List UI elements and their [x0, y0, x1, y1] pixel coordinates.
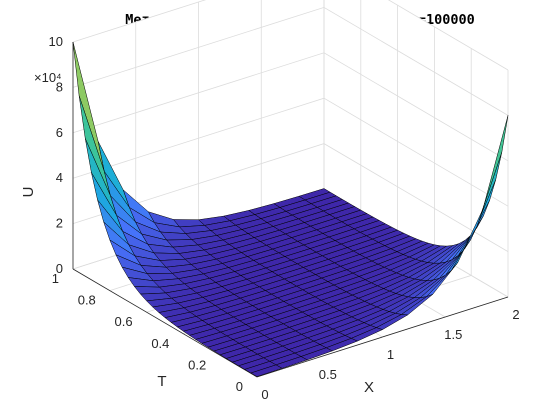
- floor-axis-lines: [72, 268, 509, 378]
- z-exponent-label: ×10⁴: [34, 70, 62, 85]
- t-tick-label: 0.4: [151, 336, 169, 351]
- x-tick-label: 1.5: [444, 327, 462, 342]
- y-axis-label: T: [157, 373, 166, 390]
- x-axis-label: X: [364, 379, 374, 396]
- t-tick-label: 0.2: [188, 357, 206, 372]
- surface-mesh: [72, 41, 509, 377]
- z-tick-label: 0: [56, 261, 63, 276]
- back-wall-x: [324, 0, 508, 297]
- x-tick-label: 0: [261, 387, 268, 402]
- t-tick-label: 0.8: [78, 293, 96, 308]
- x-tick-label: 0.5: [319, 367, 337, 382]
- z-tick-label: 8: [56, 79, 63, 94]
- z-gridline: [72, 0, 509, 71]
- z-tick-label: 10: [49, 34, 63, 49]
- x-tick-label: 1: [387, 347, 394, 362]
- x-tick-label: 2: [512, 307, 519, 322]
- t-tick-label: 0.6: [115, 314, 133, 329]
- z-tick-label: 6: [56, 125, 63, 140]
- z-tick-label: 2: [56, 216, 63, 231]
- surface-facet: [250, 364, 283, 377]
- t-tick-label: 0: [236, 379, 243, 394]
- z-axis-label: U: [20, 187, 37, 198]
- z-tick-label: 4: [56, 170, 63, 185]
- t-tick-label: 1: [52, 271, 59, 286]
